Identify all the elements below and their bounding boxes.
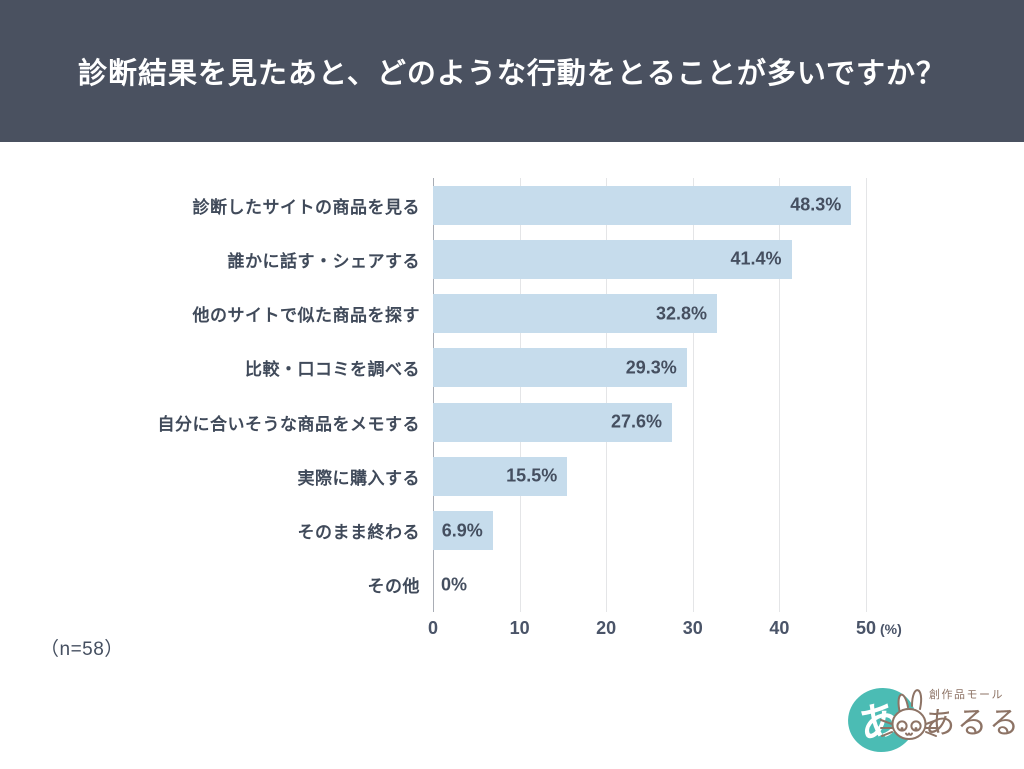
category-label: 他のサイトで似た商品を探す bbox=[192, 306, 420, 326]
x-tick-label: 0 bbox=[427, 618, 439, 638]
value-label: 15.5% bbox=[506, 465, 558, 486]
rabbit-icon bbox=[880, 689, 938, 740]
value-label: 27.6% bbox=[610, 411, 663, 432]
value-label: 6.9% bbox=[441, 520, 483, 541]
bar-segment: 15.5% bbox=[433, 456, 568, 496]
bar-segment: 48.3% bbox=[433, 185, 852, 225]
x-axis: 0 10 20 30 40 50 (%) bbox=[428, 618, 902, 644]
category-label: 自分に合いそうな商品をメモする bbox=[157, 414, 420, 434]
table-row: 他のサイトで似た商品を探す 32.8% bbox=[0, 287, 1024, 341]
x-tick-label: 40 bbox=[769, 618, 790, 638]
x-tick-label: 10 bbox=[509, 618, 530, 638]
table-row: 比較・口コミを調べる 29.3% bbox=[0, 341, 1024, 395]
table-row: 実際に購入する 15.5% bbox=[0, 449, 1024, 503]
x-tick-label: 30 bbox=[682, 618, 703, 638]
category-label: 実際に購入する bbox=[297, 468, 420, 488]
value-label: 32.8% bbox=[656, 303, 708, 324]
value-label: 41.4% bbox=[730, 248, 782, 269]
plot-gridlines bbox=[433, 178, 867, 612]
gridline-0 bbox=[433, 178, 434, 612]
gridline-30 bbox=[692, 178, 694, 612]
x-tick-label: 50 bbox=[855, 618, 877, 638]
bar-segment: 27.6% bbox=[433, 402, 673, 442]
sample-size-note: （n=58） bbox=[40, 639, 124, 660]
table-row: 自分に合いそうな商品をメモする 27.6% bbox=[0, 395, 1024, 449]
category-label: 誰かに話す・シェアする bbox=[227, 251, 420, 271]
gridline-20 bbox=[606, 178, 608, 612]
bar-segment: 29.3% bbox=[433, 348, 687, 388]
gridline-40 bbox=[779, 178, 781, 612]
bar-chart: 診断したサイトの商品を見る 48.3% 誰かに話す・シェアする 41.4% 他の… bbox=[0, 178, 1024, 612]
value-label: 48.3% bbox=[790, 194, 842, 215]
chart-rows: 診断したサイトの商品を見る 48.3% 誰かに話す・シェアする 41.4% 他の… bbox=[0, 178, 1024, 612]
chart-title: 診断結果を見たあと、どのような行動をとることが多いですか？ bbox=[78, 58, 946, 90]
gridline-10 bbox=[519, 178, 521, 612]
logo-brand: あるる bbox=[925, 707, 1021, 740]
bar-segment: 6.9% bbox=[433, 511, 493, 551]
table-row: 診断したサイトの商品を見る 48.3% bbox=[0, 178, 1024, 232]
category-label: その他 bbox=[367, 577, 420, 597]
table-row: その他 0% bbox=[0, 558, 1024, 612]
value-label: 0% bbox=[441, 574, 468, 595]
aruru-logo-graphic: あ! 創作品モール あるる bbox=[848, 687, 1021, 753]
category-label: 比較・口コミを調べる bbox=[245, 360, 420, 380]
header-banner: 診断結果を見たあと、どのような行動をとることが多いですか？ bbox=[0, 0, 1024, 142]
x-tick-label: 20 bbox=[596, 618, 617, 638]
aruru-logo: あ! 創作品モール あるる bbox=[846, 676, 1024, 764]
bar-segment: 32.8% bbox=[433, 294, 718, 334]
gridline-50 bbox=[866, 178, 867, 612]
bar-segment: 41.4% bbox=[433, 239, 792, 279]
table-row: そのまま終わる 6.9% bbox=[0, 504, 1024, 558]
value-label: 29.3% bbox=[625, 357, 677, 378]
x-axis-unit: (%) bbox=[880, 621, 902, 637]
category-label: そのまま終わる bbox=[297, 523, 420, 543]
category-label: 診断したサイトの商品を見る bbox=[192, 197, 420, 217]
logo-tagline: 創作品モール bbox=[929, 687, 1004, 701]
table-row: 誰かに話す・シェアする 41.4% bbox=[0, 232, 1024, 286]
